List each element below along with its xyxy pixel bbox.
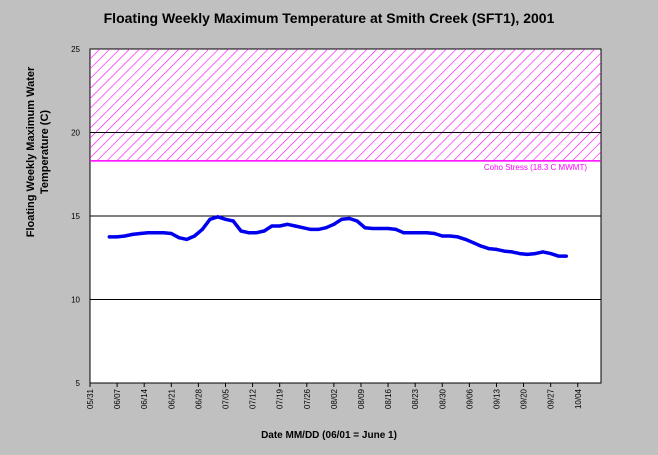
data-point xyxy=(247,231,251,235)
x-tick-label: 07/26 xyxy=(303,388,312,409)
x-tick-label: 07/05 xyxy=(221,388,230,409)
data-point xyxy=(154,231,158,235)
x-tick-label: 07/12 xyxy=(249,388,258,409)
data-point xyxy=(479,244,483,248)
data-point xyxy=(456,235,460,239)
data-point xyxy=(270,224,274,228)
data-point xyxy=(309,227,313,231)
data-point xyxy=(177,236,181,240)
data-point xyxy=(386,226,390,231)
data-point xyxy=(440,234,444,238)
x-tick-label: 06/28 xyxy=(194,388,203,409)
data-point xyxy=(340,217,344,221)
data-point xyxy=(301,226,305,230)
data-point xyxy=(278,224,282,228)
data-point xyxy=(223,217,228,221)
data-point xyxy=(107,235,111,239)
data-point xyxy=(192,234,197,238)
x-tick-label: 05/31 xyxy=(86,388,95,409)
data-point xyxy=(394,227,398,231)
x-tick-label: 06/21 xyxy=(167,388,176,409)
x-tick-label: 08/30 xyxy=(438,388,447,409)
x-tick-label: 09/20 xyxy=(520,388,529,409)
x-tick-label: 09/13 xyxy=(492,388,501,409)
data-point xyxy=(123,234,127,238)
data-point xyxy=(494,247,499,251)
data-point xyxy=(185,237,189,241)
data-point xyxy=(161,231,166,235)
y-tick-label: 5 xyxy=(76,379,81,388)
data-point xyxy=(254,231,259,235)
data-point xyxy=(533,251,537,256)
data-point xyxy=(115,235,119,239)
data-point xyxy=(324,226,328,230)
data-point xyxy=(216,215,220,219)
data-point xyxy=(448,234,452,238)
data-point xyxy=(316,227,321,231)
data-point xyxy=(471,241,475,245)
x-axis-label: Date MM/DD (06/01 = June 1) xyxy=(261,430,397,441)
data-point xyxy=(239,229,243,233)
x-tick-label: 06/14 xyxy=(140,388,149,409)
coho-stress-label: Coho Stress (18.3 C MWMT) xyxy=(484,163,587,172)
data-point xyxy=(200,227,204,231)
data-point xyxy=(549,251,553,256)
x-tick-label: 08/16 xyxy=(384,388,393,409)
data-point xyxy=(525,252,530,257)
data-point xyxy=(370,226,375,231)
chart-title: Floating Weekly Maximum Temperature at S… xyxy=(103,10,555,26)
x-tick-label: 06/07 xyxy=(113,388,122,409)
y-tick-label: 15 xyxy=(71,212,80,221)
data-point xyxy=(363,226,367,230)
x-tick-label: 08/23 xyxy=(411,388,420,409)
y-tick-label: 10 xyxy=(71,296,80,305)
x-tick-label: 10/04 xyxy=(574,388,583,409)
data-point xyxy=(510,250,514,254)
x-tick-label: 07/19 xyxy=(276,388,285,409)
data-point xyxy=(463,237,468,241)
data-point xyxy=(432,231,437,236)
data-point xyxy=(541,250,545,254)
y-tick-label: 20 xyxy=(71,129,80,138)
data-point xyxy=(293,224,297,228)
x-tick-label: 09/27 xyxy=(547,388,556,409)
data-point xyxy=(347,216,351,221)
data-point xyxy=(130,232,135,236)
y-tick-label: 25 xyxy=(71,45,80,54)
data-point xyxy=(556,254,561,258)
data-point xyxy=(138,231,142,236)
data-point xyxy=(409,231,413,235)
data-point xyxy=(332,222,336,226)
data-point xyxy=(425,231,429,235)
data-point xyxy=(401,231,406,235)
data-point xyxy=(502,249,506,253)
data-point xyxy=(231,219,235,223)
data-point xyxy=(487,246,491,251)
data-point xyxy=(169,231,173,236)
data-point xyxy=(355,219,359,223)
data-point xyxy=(518,251,522,256)
x-tick-label: 08/02 xyxy=(330,388,339,409)
x-tick-label: 08/09 xyxy=(357,388,366,409)
data-point xyxy=(262,229,266,233)
coho-stress-band xyxy=(90,49,601,161)
data-point xyxy=(208,217,212,221)
x-tick-label: 09/06 xyxy=(465,388,474,409)
data-point xyxy=(564,254,568,258)
data-point xyxy=(417,231,421,235)
data-point xyxy=(285,222,290,226)
data-point xyxy=(146,231,150,235)
data-point xyxy=(378,226,382,231)
